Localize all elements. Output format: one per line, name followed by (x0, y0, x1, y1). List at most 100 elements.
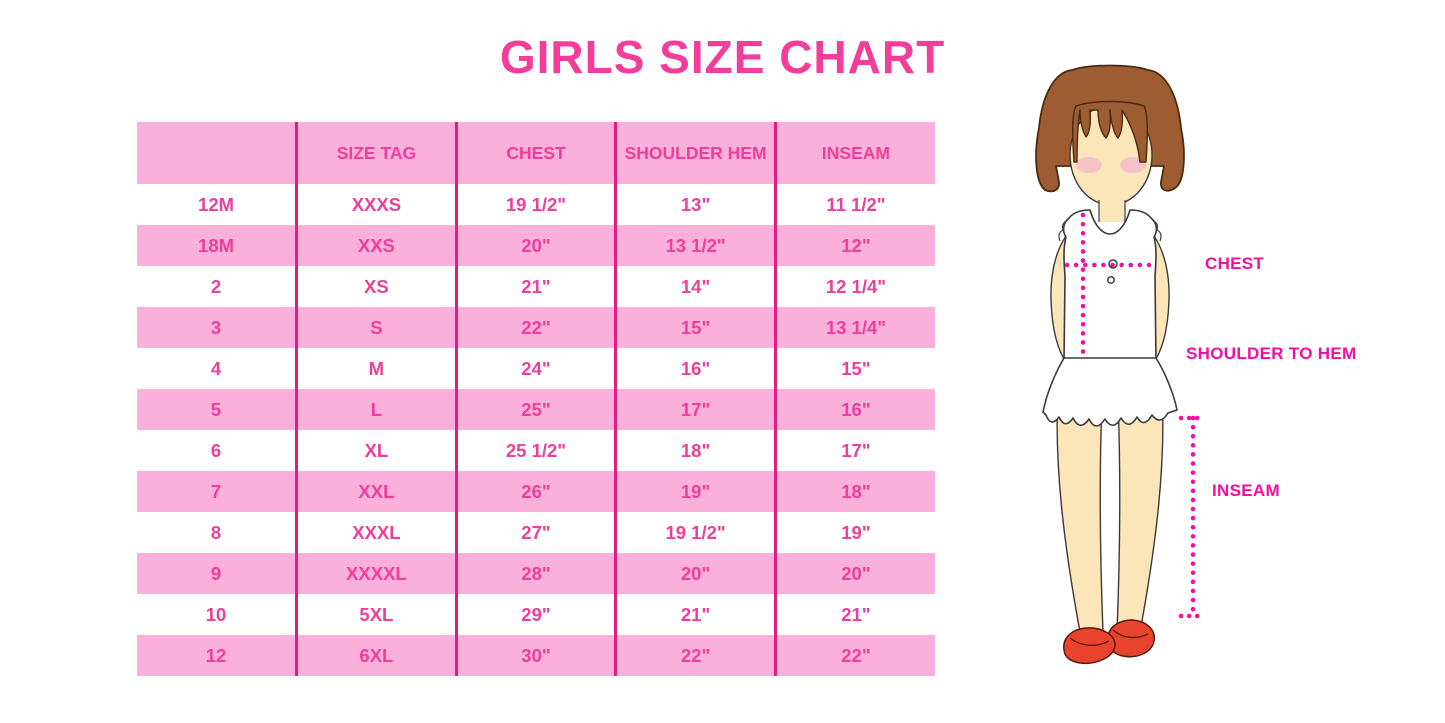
table-row: 7 XXL 26" 19" 18" (137, 471, 935, 512)
table-row: 18M XXS 20" 13 1/2" 12" (137, 225, 935, 266)
table-cell: 13" (614, 184, 776, 225)
table-cell: 19 1/2" (454, 184, 616, 225)
table-row: 4 M 24" 16" 15" (137, 348, 935, 389)
girl-skirt (1042, 357, 1178, 427)
inseam-measure-label: INSEAM (1212, 481, 1280, 500)
table-cell: 6 (137, 430, 297, 471)
table-cell: 13 1/4" (773, 307, 935, 348)
table-row: 5 L 25" 17" 16" (137, 389, 935, 430)
table-cell: 21" (614, 594, 776, 635)
table-cell: 22" (454, 307, 616, 348)
column-header-size-tag: SIZE TAG (295, 122, 457, 184)
table-cell: 28" (454, 553, 616, 594)
table-cell: 6XL (295, 635, 457, 676)
chest-measure-label: CHEST (1205, 254, 1265, 273)
table-cell: 18" (614, 430, 776, 471)
table-cell: 8 (137, 512, 297, 553)
girl-leg-right (1116, 389, 1164, 633)
table-cell: 11 1/2" (773, 184, 935, 225)
table-cell: 20" (454, 225, 616, 266)
table-cell: 4 (137, 348, 297, 389)
table-cell: 22" (773, 635, 935, 676)
table-cell: 30" (454, 635, 616, 676)
table-cell: XXS (295, 225, 457, 266)
table-cell: 21" (773, 594, 935, 635)
size-chart-table: SIZE TAG CHEST SHOULDER HEM INSEAM 12M XX… (137, 122, 935, 676)
table-row: 8 XXXL 27" 19 1/2" 19" (137, 512, 935, 553)
table-cell: 18M (137, 225, 297, 266)
table-cell: XXXS (295, 184, 457, 225)
table-cell: 17" (773, 430, 935, 471)
table-cell: 12" (773, 225, 935, 266)
table-cell: XL (295, 430, 457, 471)
table-cell: 20" (614, 553, 776, 594)
table-row: 12 6XL 30" 22" 22" (137, 635, 935, 676)
size-table-body: 12M XXXS 19 1/2" 13" 11 1/2" 18M XXS 20" 13 1/2"… (137, 184, 935, 676)
table-cell: 21" (454, 266, 616, 307)
girl-shoe-right-strap (1112, 629, 1149, 639)
table-cell: 14" (614, 266, 776, 307)
table-cell: 12M (137, 184, 297, 225)
table-cell: 16" (614, 348, 776, 389)
girl-hair-bangs (1071, 100, 1149, 163)
table-row: 12M XXXS 19 1/2" 13" 11 1/2" (137, 184, 935, 225)
table-cell: 17" (614, 389, 776, 430)
table-cell: 22" (614, 635, 776, 676)
table-cell: 5XL (295, 594, 457, 635)
girl-shoe-left-strap (1069, 637, 1110, 646)
table-cell: 26" (454, 471, 616, 512)
girl-blush-left (1076, 157, 1102, 173)
shoulder-to-hem-measure-label: SHOULDER TO HEM (1186, 344, 1357, 363)
girl-neck-outline (1098, 200, 1126, 222)
table-row: 6 XL 25 1/2" 18" 17" (137, 430, 935, 471)
girl-shoulder-ruffle-left (1058, 219, 1069, 242)
table-cell: 19 1/2" (614, 512, 776, 553)
table-cell: 13 1/2" (614, 225, 776, 266)
girl-shoulder-ruffle-right (1151, 219, 1162, 242)
table-cell: 5 (137, 389, 297, 430)
table-cell: 10 (137, 594, 297, 635)
table-cell: XS (295, 266, 457, 307)
girl-shirt-button-bottom (1107, 276, 1115, 284)
page-title: GIRLS SIZE CHART (499, 31, 946, 83)
table-cell: 15" (614, 307, 776, 348)
table-cell: 20" (773, 553, 935, 594)
size-chart-header: SIZE TAG CHEST SHOULDER HEM INSEAM (137, 122, 935, 184)
table-cell: 27" (454, 512, 616, 553)
table-cell: 2 (137, 266, 297, 307)
girl-shoe-right (1107, 619, 1155, 658)
table-cell: XXL (295, 471, 457, 512)
column-header-size-age (137, 122, 297, 184)
table-cell: 25 1/2" (454, 430, 616, 471)
table-cell: 12 1/4" (773, 266, 935, 307)
table-cell: 29" (454, 594, 616, 635)
table-cell: 19" (773, 512, 935, 553)
table-cell: 24" (454, 348, 616, 389)
girl-measurement-figure (1010, 60, 1210, 680)
girl-shirt (1062, 209, 1158, 364)
table-cell: 16" (773, 389, 935, 430)
table-cell: S (295, 307, 457, 348)
girl-figure-illustration (1035, 64, 1208, 665)
table-cell: 9 (137, 553, 297, 594)
header-row: SIZE TAG CHEST SHOULDER HEM INSEAM (137, 122, 935, 184)
column-header-shoulder-hem: SHOULDER HEM (614, 122, 776, 184)
table-cell: L (295, 389, 457, 430)
table-cell: 15" (773, 348, 935, 389)
table-cell: 12 (137, 635, 297, 676)
table-cell: 7 (137, 471, 297, 512)
column-header-inseam: INSEAM (773, 122, 935, 184)
table-row: 3 S 22" 15" 13 1/4" (137, 307, 935, 348)
column-header-chest: CHEST (454, 122, 616, 184)
table-row: 10 5XL 29" 21" 21" (137, 594, 935, 635)
girl-neck (1099, 196, 1125, 222)
table-row: 2 XS 21" 14" 12 1/4" (137, 266, 935, 307)
table-cell: 18" (773, 471, 935, 512)
table-cell: M (295, 348, 457, 389)
table-cell: 3 (137, 307, 297, 348)
table-cell: XXXL (295, 512, 457, 553)
table-cell: 19" (614, 471, 776, 512)
table-cell: 25" (454, 389, 616, 430)
table-row: 9 XXXXL 28" 20" 20" (137, 553, 935, 594)
table-cell: XXXXL (295, 553, 457, 594)
